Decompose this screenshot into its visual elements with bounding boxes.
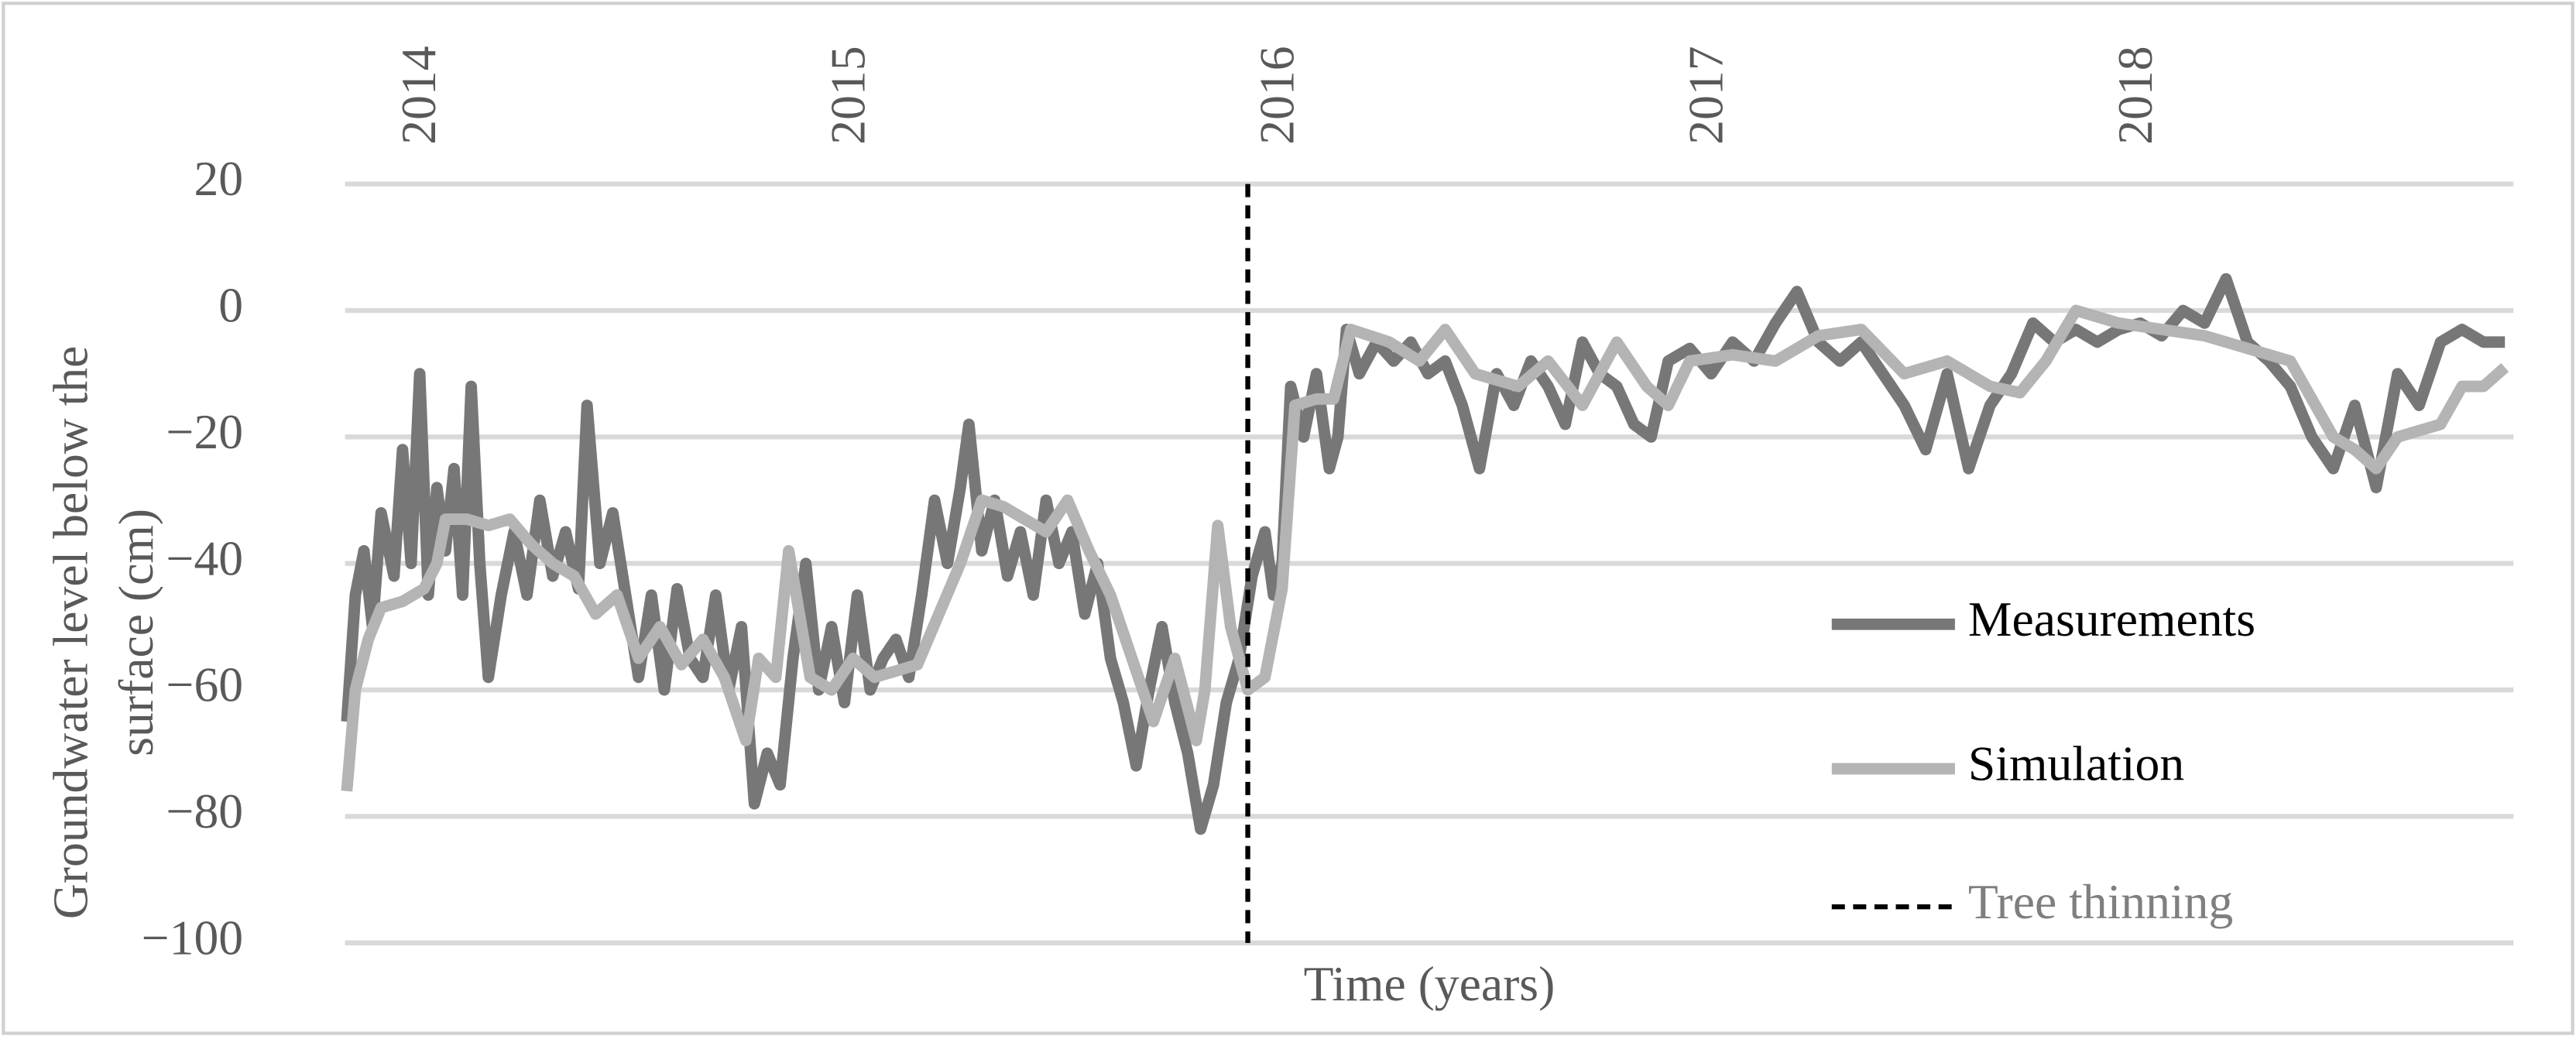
series-line xyxy=(341,273,2506,835)
y-tick-label: −20 xyxy=(166,404,244,459)
legend-label: Measurements xyxy=(1968,592,2255,647)
y-axis-label: Groundwater level below the xyxy=(43,346,98,919)
y-tick-label: −100 xyxy=(142,910,243,965)
y-tick-label: 20 xyxy=(194,151,243,206)
y-axis-label: surface (cm) xyxy=(108,509,163,756)
y-tick-label: 0 xyxy=(218,278,243,333)
y-tick-label: −60 xyxy=(166,657,244,712)
legend-label: Tree thinning xyxy=(1968,874,2233,929)
series-line xyxy=(341,304,2509,792)
x-tick-label: 2018 xyxy=(2108,46,2163,144)
x-tick-label: 2014 xyxy=(391,46,446,144)
y-tick-label: −40 xyxy=(166,530,244,585)
legend-label: Simulation xyxy=(1968,736,2184,791)
x-tick-label: 2017 xyxy=(1679,46,1734,144)
x-tick-label: 2015 xyxy=(820,46,875,144)
frame xyxy=(2,2,2574,1035)
x-tick-label: 2016 xyxy=(1250,46,1305,144)
x-axis-label: Time (years) xyxy=(1304,956,1556,1011)
y-tick-label: −80 xyxy=(166,784,244,839)
